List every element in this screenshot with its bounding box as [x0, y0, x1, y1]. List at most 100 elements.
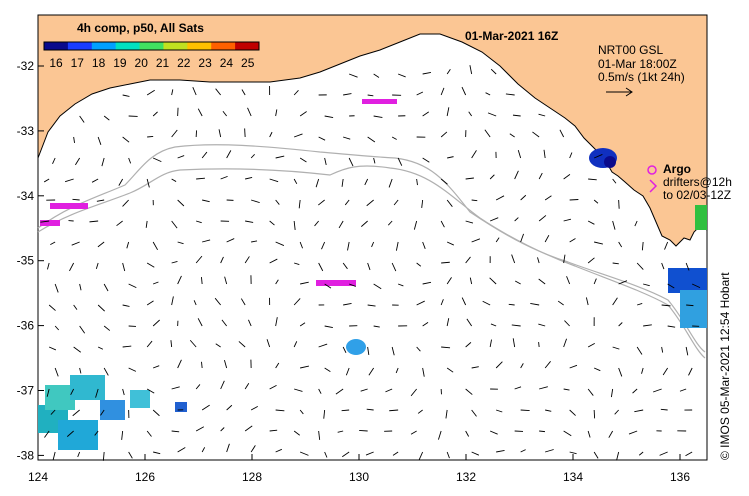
current-vector	[77, 451, 81, 458]
x-tick-label: 124	[28, 470, 48, 484]
current-vector	[641, 367, 644, 374]
current-vector	[545, 409, 552, 412]
current-vector	[587, 388, 594, 396]
colorbar-tick: 17	[71, 56, 85, 70]
current-vector	[75, 157, 81, 166]
current-vector	[569, 451, 577, 455]
current-vector	[318, 343, 328, 348]
current-vector	[496, 449, 505, 453]
current-vector	[367, 94, 374, 97]
current-vector	[293, 298, 301, 306]
current-vector	[532, 131, 540, 138]
x-tick-label: 126	[135, 470, 155, 484]
current-vector	[489, 217, 499, 222]
current-vector	[539, 430, 546, 433]
current-vector	[587, 430, 591, 438]
current-vector	[440, 131, 448, 138]
current-vector	[446, 318, 450, 327]
current-vector	[226, 238, 235, 243]
current-vector	[318, 262, 324, 272]
current-vector	[563, 218, 572, 222]
current-vector	[275, 362, 280, 369]
current-vector	[569, 409, 576, 416]
current-vector	[391, 346, 395, 356]
current-vector	[484, 129, 491, 138]
current-vector	[275, 241, 285, 247]
current-vector	[422, 241, 426, 249]
current-vector	[373, 115, 383, 118]
current-vector	[299, 111, 307, 117]
current-vector	[410, 388, 417, 397]
colorbar-segment	[115, 42, 141, 50]
current-vector	[152, 241, 158, 251]
current-vector	[318, 199, 325, 206]
current-vector	[447, 156, 454, 159]
current-vector	[102, 451, 105, 461]
current-vector	[538, 323, 546, 327]
current-vector	[244, 383, 250, 390]
current-vector	[659, 451, 668, 456]
current-vector	[337, 430, 344, 433]
current-vector	[343, 136, 351, 140]
current-vector	[122, 94, 130, 97]
current-vector	[495, 361, 503, 369]
current-vector	[543, 149, 546, 159]
current-vector	[538, 341, 540, 348]
current-vector	[220, 380, 225, 390]
current-vector	[413, 220, 418, 230]
current-vector	[348, 283, 356, 287]
current-vector	[511, 254, 516, 264]
current-vector	[490, 323, 497, 327]
current-vector	[299, 322, 306, 327]
current-vector	[318, 136, 326, 141]
current-vector	[171, 89, 174, 96]
current-vector	[643, 283, 650, 287]
current-vector	[563, 338, 567, 348]
current-vector	[393, 199, 399, 206]
current-vector	[508, 303, 515, 306]
current-vector	[226, 443, 230, 453]
current-vector	[324, 451, 328, 458]
current-vector	[688, 367, 693, 376]
current-vector	[594, 241, 603, 245]
current-vector	[54, 325, 60, 331]
current-vector	[73, 136, 75, 144]
current-vector	[195, 384, 201, 390]
current-vector	[275, 155, 285, 159]
land-australia	[37, 14, 708, 247]
current-vector	[471, 366, 479, 369]
current-vector	[324, 367, 331, 373]
legend-arrow	[606, 87, 633, 97]
current-vector	[391, 262, 397, 272]
current-vector	[608, 430, 614, 438]
current-vector	[171, 220, 178, 229]
colorbar-segment	[139, 42, 164, 50]
current-vector	[679, 388, 687, 392]
current-vector	[343, 303, 352, 306]
current-vector	[538, 278, 546, 285]
current-vector	[366, 199, 374, 207]
current-vector	[461, 297, 467, 306]
current-vector	[348, 157, 354, 167]
current-vector	[152, 365, 160, 369]
current-vector	[294, 388, 303, 392]
imos-credit: © IMOS 05-Mar-2021 12:54 Hobart	[718, 272, 732, 460]
current-vector	[50, 241, 56, 246]
current-vector	[103, 115, 110, 121]
current-vector	[685, 346, 689, 356]
current-vector	[391, 136, 397, 140]
current-vector	[421, 199, 424, 209]
current-vector	[489, 277, 497, 285]
current-vector	[469, 277, 473, 285]
current-vector	[569, 238, 576, 243]
current-vector	[152, 157, 162, 163]
current-vector	[201, 276, 203, 285]
current-vector	[177, 241, 184, 245]
current-vector	[177, 447, 186, 453]
colorbar-tick: 19	[113, 56, 127, 70]
current-vector	[294, 262, 300, 265]
current-vector	[637, 303, 643, 306]
x-tick-label: 136	[670, 470, 690, 484]
current-vector	[667, 283, 675, 289]
current-vector	[269, 429, 278, 432]
